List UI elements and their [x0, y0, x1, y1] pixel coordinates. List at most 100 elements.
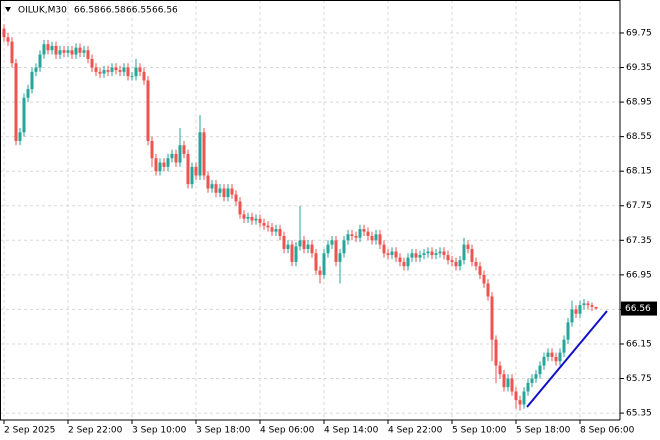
candle-body — [474, 261, 478, 267]
candle-body — [434, 253, 438, 255]
candle-body — [154, 158, 158, 172]
candle-body — [586, 303, 590, 306]
candle-body — [146, 80, 150, 141]
x-tick-label: 5 Sep 18:00 — [516, 426, 571, 436]
x-tick-label: 8 Sep 06:00 — [580, 426, 635, 436]
candle-body — [542, 356, 546, 366]
candle-body — [174, 153, 178, 163]
candle-body — [190, 166, 194, 185]
candle-body — [122, 67, 126, 72]
candle-body — [454, 261, 458, 267]
y-tick-label: 67.35 — [626, 236, 652, 246]
y-tick-label: 67.75 — [626, 201, 652, 211]
candle-body — [430, 251, 434, 255]
candle-body — [554, 356, 558, 362]
candle-body — [394, 251, 398, 258]
candle-body — [470, 248, 474, 262]
candle-body — [90, 58, 94, 68]
candle-body — [134, 67, 138, 77]
candle-body — [94, 67, 98, 72]
candle-body — [166, 158, 170, 167]
x-tick-label: 5 Sep 10:00 — [452, 426, 507, 436]
candle-body — [458, 260, 462, 267]
candle-body — [418, 254, 422, 258]
candle-body — [362, 229, 366, 232]
candle-body — [402, 261, 406, 267]
candle-body — [570, 309, 574, 323]
candle-body — [354, 235, 358, 238]
candle-body — [66, 50, 70, 53]
candle-body — [246, 216, 250, 219]
candle-body — [130, 76, 134, 78]
y-tick-label: 66.95 — [626, 270, 652, 280]
candle-body — [330, 240, 334, 245]
candle-body — [210, 184, 214, 189]
candle-body — [478, 266, 482, 275]
candle-body — [398, 257, 402, 262]
candle-body — [26, 89, 30, 98]
candle-body — [486, 283, 490, 297]
candle-body — [62, 50, 66, 53]
candle-body — [178, 145, 182, 163]
candle-body — [450, 260, 454, 262]
candle-body — [426, 251, 430, 254]
candle-body — [266, 225, 270, 228]
candle-body — [118, 70, 122, 72]
price-box — [621, 301, 657, 316]
candle-body — [526, 382, 530, 392]
candle-body — [10, 41, 14, 64]
candle-body — [290, 244, 294, 262]
candle-body — [382, 244, 386, 254]
candle-body — [438, 251, 442, 254]
candle-body — [282, 235, 286, 249]
candle-body — [98, 71, 102, 74]
candle-body — [346, 234, 350, 241]
candle-body — [378, 234, 382, 245]
candle-body — [334, 240, 338, 262]
candle-body — [558, 352, 562, 362]
candle-body — [314, 253, 318, 271]
y-tick-label: 69.75 — [626, 28, 652, 38]
candle-body — [410, 253, 414, 258]
candle-body — [218, 188, 222, 193]
candle-body — [562, 339, 566, 353]
candle-body — [518, 400, 522, 405]
candle-body — [422, 253, 426, 255]
candle-body — [254, 218, 258, 221]
candle-body — [498, 365, 502, 375]
candle-body — [182, 145, 186, 154]
menu-arrow[interactable] — [5, 7, 11, 12]
candle-body — [214, 184, 218, 193]
x-tick-label: 2 Sep 2025 — [4, 426, 55, 436]
ohlc-open: 66.58 — [74, 6, 100, 16]
candle-body — [126, 67, 130, 77]
candle-body — [482, 274, 486, 284]
candle-body — [578, 305, 582, 314]
candle-body — [286, 244, 290, 249]
candle-body — [514, 391, 518, 401]
candle-body — [202, 132, 206, 176]
candle-body — [78, 47, 82, 53]
candle-body — [522, 391, 526, 405]
candle-body — [566, 322, 570, 340]
candle-body — [18, 132, 22, 141]
grid — [0, 0, 620, 420]
candle-body — [278, 229, 282, 236]
candle-body — [74, 47, 78, 55]
candle-body — [370, 235, 374, 241]
y-tick-label: 68.15 — [626, 167, 652, 177]
candle-body — [114, 67, 118, 71]
candle-body — [2, 28, 6, 38]
candle-body — [198, 132, 202, 176]
candle-body — [186, 153, 190, 185]
axes: 65.3565.7566.1566.5566.9567.3567.7568.15… — [3, 28, 657, 436]
candle-body — [494, 339, 498, 366]
candle-body — [206, 175, 210, 189]
candle-body — [502, 374, 506, 388]
candle-body — [106, 70, 110, 72]
candle-body — [226, 188, 230, 198]
trend-line — [526, 310, 608, 408]
candle-body — [510, 378, 514, 392]
candle-body — [262, 223, 266, 226]
candle-body — [490, 296, 494, 340]
